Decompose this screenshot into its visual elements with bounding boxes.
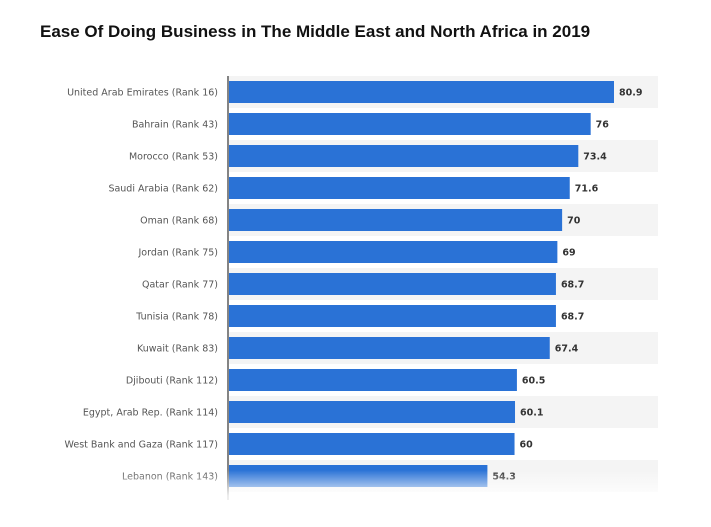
value-label: 70 — [567, 216, 581, 227]
bar — [229, 145, 579, 167]
bar — [229, 337, 550, 359]
value-label: 67.4 — [555, 344, 579, 355]
bar — [229, 305, 556, 327]
value-label: 68.7 — [561, 312, 584, 323]
value-label: 71.6 — [575, 184, 599, 195]
bar — [229, 241, 558, 263]
category-label: Tunisia (Rank 78) — [135, 312, 218, 323]
value-label: 68.7 — [561, 280, 584, 291]
value-labels: 80.9 76 73.4 71.6 70 69 68.7 68.7 67.4 60.5 60.1 60… — [492, 88, 642, 483]
value-label: 73.4 — [583, 152, 607, 163]
category-labels: United Arab Emirates (Rank 16) Bahrain (R… — [65, 88, 218, 483]
bar — [229, 433, 515, 455]
category-label: United Arab Emirates (Rank 16) — [67, 88, 218, 99]
value-label: 80.9 — [619, 88, 642, 99]
bar — [229, 209, 563, 231]
category-label: Qatar (Rank 77) — [142, 280, 218, 291]
category-label: Oman (Rank 68) — [140, 216, 218, 227]
category-label: Saudi Arabia (Rank 62) — [108, 184, 218, 195]
category-label: Morocco (Rank 53) — [129, 152, 218, 163]
value-label: 60.5 — [522, 376, 545, 387]
category-label: Djibouti (Rank 112) — [126, 376, 218, 387]
bar — [229, 273, 556, 295]
bar — [229, 113, 591, 135]
value-label: 76 — [596, 120, 610, 131]
category-label: Bahrain (Rank 43) — [132, 120, 218, 131]
bar — [229, 401, 516, 423]
category-label: West Bank and Gaza (Rank 117) — [65, 440, 218, 451]
category-label: Kuwait (Rank 83) — [137, 344, 218, 355]
bar — [229, 369, 517, 391]
value-label: 60.1 — [520, 408, 543, 419]
bottom-fade — [0, 470, 711, 527]
category-label: Egypt, Arab Rep. (Rank 114) — [83, 408, 218, 419]
chart-title: Ease Of Doing Business in The Middle Eas… — [40, 22, 591, 41]
value-label: 60 — [520, 440, 534, 451]
bar — [229, 177, 570, 199]
value-label: 69 — [562, 248, 575, 259]
category-label: Jordan (Rank 75) — [137, 248, 218, 259]
bar — [229, 81, 614, 103]
